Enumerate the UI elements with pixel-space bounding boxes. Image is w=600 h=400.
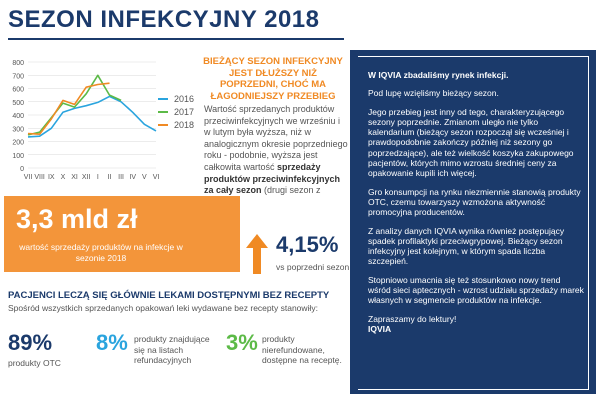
x-tick-label: VIII [34,174,45,181]
x-tick-label: VII [24,174,33,181]
legend-swatch-2017 [158,110,168,113]
x-tick-label: I [97,174,99,181]
x-tick-label: XI [71,174,78,181]
info-panel-text: W IQVIA zbadaliśmy rynek infekcji. Pod l… [368,70,584,342]
info-panel-frame [358,56,589,390]
x-tick-label: X [61,174,66,181]
legend-item-2016: 2016 [158,92,194,105]
panel-paragraph: Z analizy danych IQVIA wynika również po… [368,225,565,267]
info-panel [350,50,596,394]
y-tick-label: 700 [12,73,24,80]
sales-value: 3,3 mld zł [16,204,138,234]
y-tick-label: 100 [12,153,24,160]
x-tick-label: V [142,174,147,181]
panel-paragraph: Stopniowo umacnia się też stosunkowo now… [368,274,584,306]
y-tick-label: 400 [12,113,24,120]
patients-section-title: PACJENCI LECZĄ SIĘ GŁÓWNIE LEKAMI DOSTĘP… [8,290,330,301]
panel-signature: IQVIA [368,323,392,334]
x-tick-label: III [118,174,124,181]
series-line-2016 [27,95,157,138]
stat-nonrefund-label: produkty nierefundowane, dostępne na rec… [262,334,342,365]
sales-highlight-box [4,196,240,272]
stat-otc-value: 89% [8,330,53,355]
y-tick-label: 800 [12,60,24,67]
legend-item-2017: 2017 [158,105,194,118]
stat-nonrefund-value: 3% [226,330,258,355]
legend-item-2018: 2018 [158,118,194,131]
stat-refund-value: 8% [96,330,128,355]
panel-lead: W IQVIA zbadaliśmy rynek infekcji. [368,70,509,80]
stat-otc-label: produkty OTC [8,358,61,368]
stat-refund-label: produkty znajdujące się na listach refun… [134,334,210,365]
legend-label: 2017 [174,106,195,117]
panel-closing: Zapraszamy do lektury! [368,313,457,324]
growth-description: vs poprzedni sezon [276,262,350,272]
panel-paragraph: Jego przebieg jest inny od tego, charakt… [368,106,574,179]
panel-paragraph: Pod lupę wzięliśmy bieżący sezon. [368,88,499,99]
body-text-part: Wartość sprzedanych produktów przeciwinf… [204,104,348,172]
legend-label: 2016 [174,93,195,104]
body-text: Wartość sprzedanych produktów przeciwinf… [204,104,348,208]
x-tick-label: XII [82,174,91,181]
legend-swatch-2016 [158,97,168,100]
body-text-bold: sprzedaży produktów przeciwinfekcyjnych … [204,161,341,196]
legend-swatch-2018 [158,123,168,126]
headline: BIEŻĄCY SEZON INFEKCYJNY JEST DŁUŻSZY NI… [203,56,343,102]
y-tick-label: 600 [12,87,24,94]
x-tick-label: IV [129,174,136,181]
growth-value: 4,15% [276,232,339,257]
page-title: SEZON INFEKCYJNY 2018 [8,6,320,33]
series-line-2017 [27,74,122,136]
arrow-up-icon [246,234,268,274]
chart-legend: 2016 2017 2018 [158,92,194,131]
y-tick-label: 200 [12,140,24,147]
legend-label: 2018 [174,119,195,130]
panel-paragraph: Gro konsumpcji na rynku niezmiennie stan… [368,186,581,218]
title-divider [8,38,344,40]
y-tick-label: 0 [20,166,24,173]
series-line-2018 [27,82,110,135]
y-tick-label: 500 [12,100,24,107]
x-tick-label: IX [48,174,55,181]
x-tick-label: II [108,174,112,181]
x-tick-label: VI [153,174,160,181]
patients-section-subtitle: Spośród wszystkich sprzedanych opakowań … [8,303,318,313]
sales-description: wartość sprzedaży produktów na infekcje … [19,242,183,263]
y-tick-label: 300 [12,126,24,133]
